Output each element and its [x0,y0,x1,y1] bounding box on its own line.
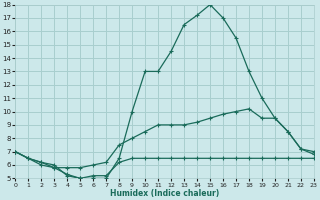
X-axis label: Humidex (Indice chaleur): Humidex (Indice chaleur) [110,189,219,198]
